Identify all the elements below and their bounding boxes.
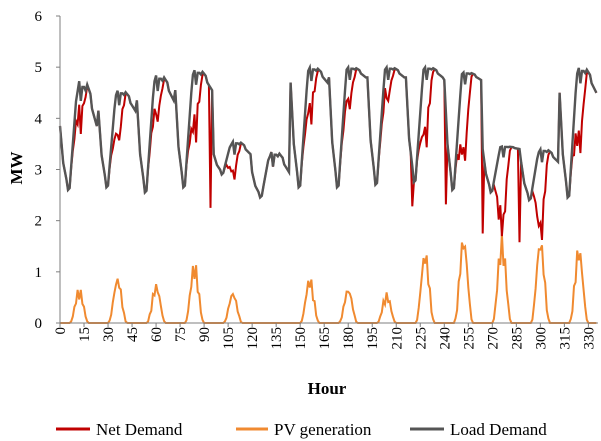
y-tick-label: 0 [35, 316, 43, 332]
x-tick-label: 285 [509, 327, 525, 350]
y-tick-label: 3 [35, 163, 43, 179]
x-tick-label: 60 [149, 327, 165, 342]
x-tick-label: 255 [461, 327, 477, 350]
legend-label-pv-generation: PV generation [274, 420, 372, 439]
y-tick-label: 4 [35, 111, 43, 127]
y-tick-label: 5 [35, 60, 43, 76]
series-layer [58, 63, 598, 324]
y-axis-title: MW [7, 151, 26, 184]
y-tick-labels: 0 1 2 3 4 5 6 [35, 9, 43, 332]
legend-label-load-demand: Load Demand [450, 420, 547, 439]
x-tick-label: 270 [485, 327, 501, 350]
x-tick-label: 105 [221, 327, 237, 350]
x-tick-label: 210 [389, 327, 405, 350]
x-tick-label: 120 [245, 327, 261, 350]
series-line-load-demand [58, 63, 598, 203]
x-axis-title: Hour [308, 379, 347, 398]
x-tick-label: 240 [437, 327, 453, 350]
x-tick-label: 165 [317, 327, 333, 350]
x-tick-label: 315 [557, 327, 573, 350]
y-tick-label: 6 [35, 9, 43, 25]
x-tick-label: 150 [293, 327, 309, 350]
x-tick-label: 90 [197, 327, 213, 342]
y-tick-label: 1 [35, 265, 43, 281]
x-tick-label: 330 [581, 327, 597, 350]
x-tick-label: 15 [77, 327, 93, 342]
x-tick-labels: 0 15 30 45 60 75 90 105 120 135 150 165 180 195 210 225… [53, 327, 597, 350]
legend: Net Demand PV generation Load Demand [56, 420, 547, 439]
series-line-pv-generation [60, 233, 597, 324]
x-tick-label: 180 [341, 327, 357, 350]
x-tick-label: 300 [533, 327, 549, 350]
x-tick-label: 225 [413, 327, 429, 350]
x-axis-ticks [56, 15, 589, 327]
legend-label-net-demand: Net Demand [96, 420, 183, 439]
x-tick-label: 45 [125, 327, 141, 342]
x-tick-label: 75 [173, 327, 189, 342]
x-tick-label: 195 [365, 327, 381, 350]
y-tick-label: 2 [35, 214, 43, 230]
x-tick-label: 135 [269, 327, 285, 350]
x-tick-label: 0 [53, 327, 69, 335]
x-tick-label: 30 [101, 327, 117, 342]
